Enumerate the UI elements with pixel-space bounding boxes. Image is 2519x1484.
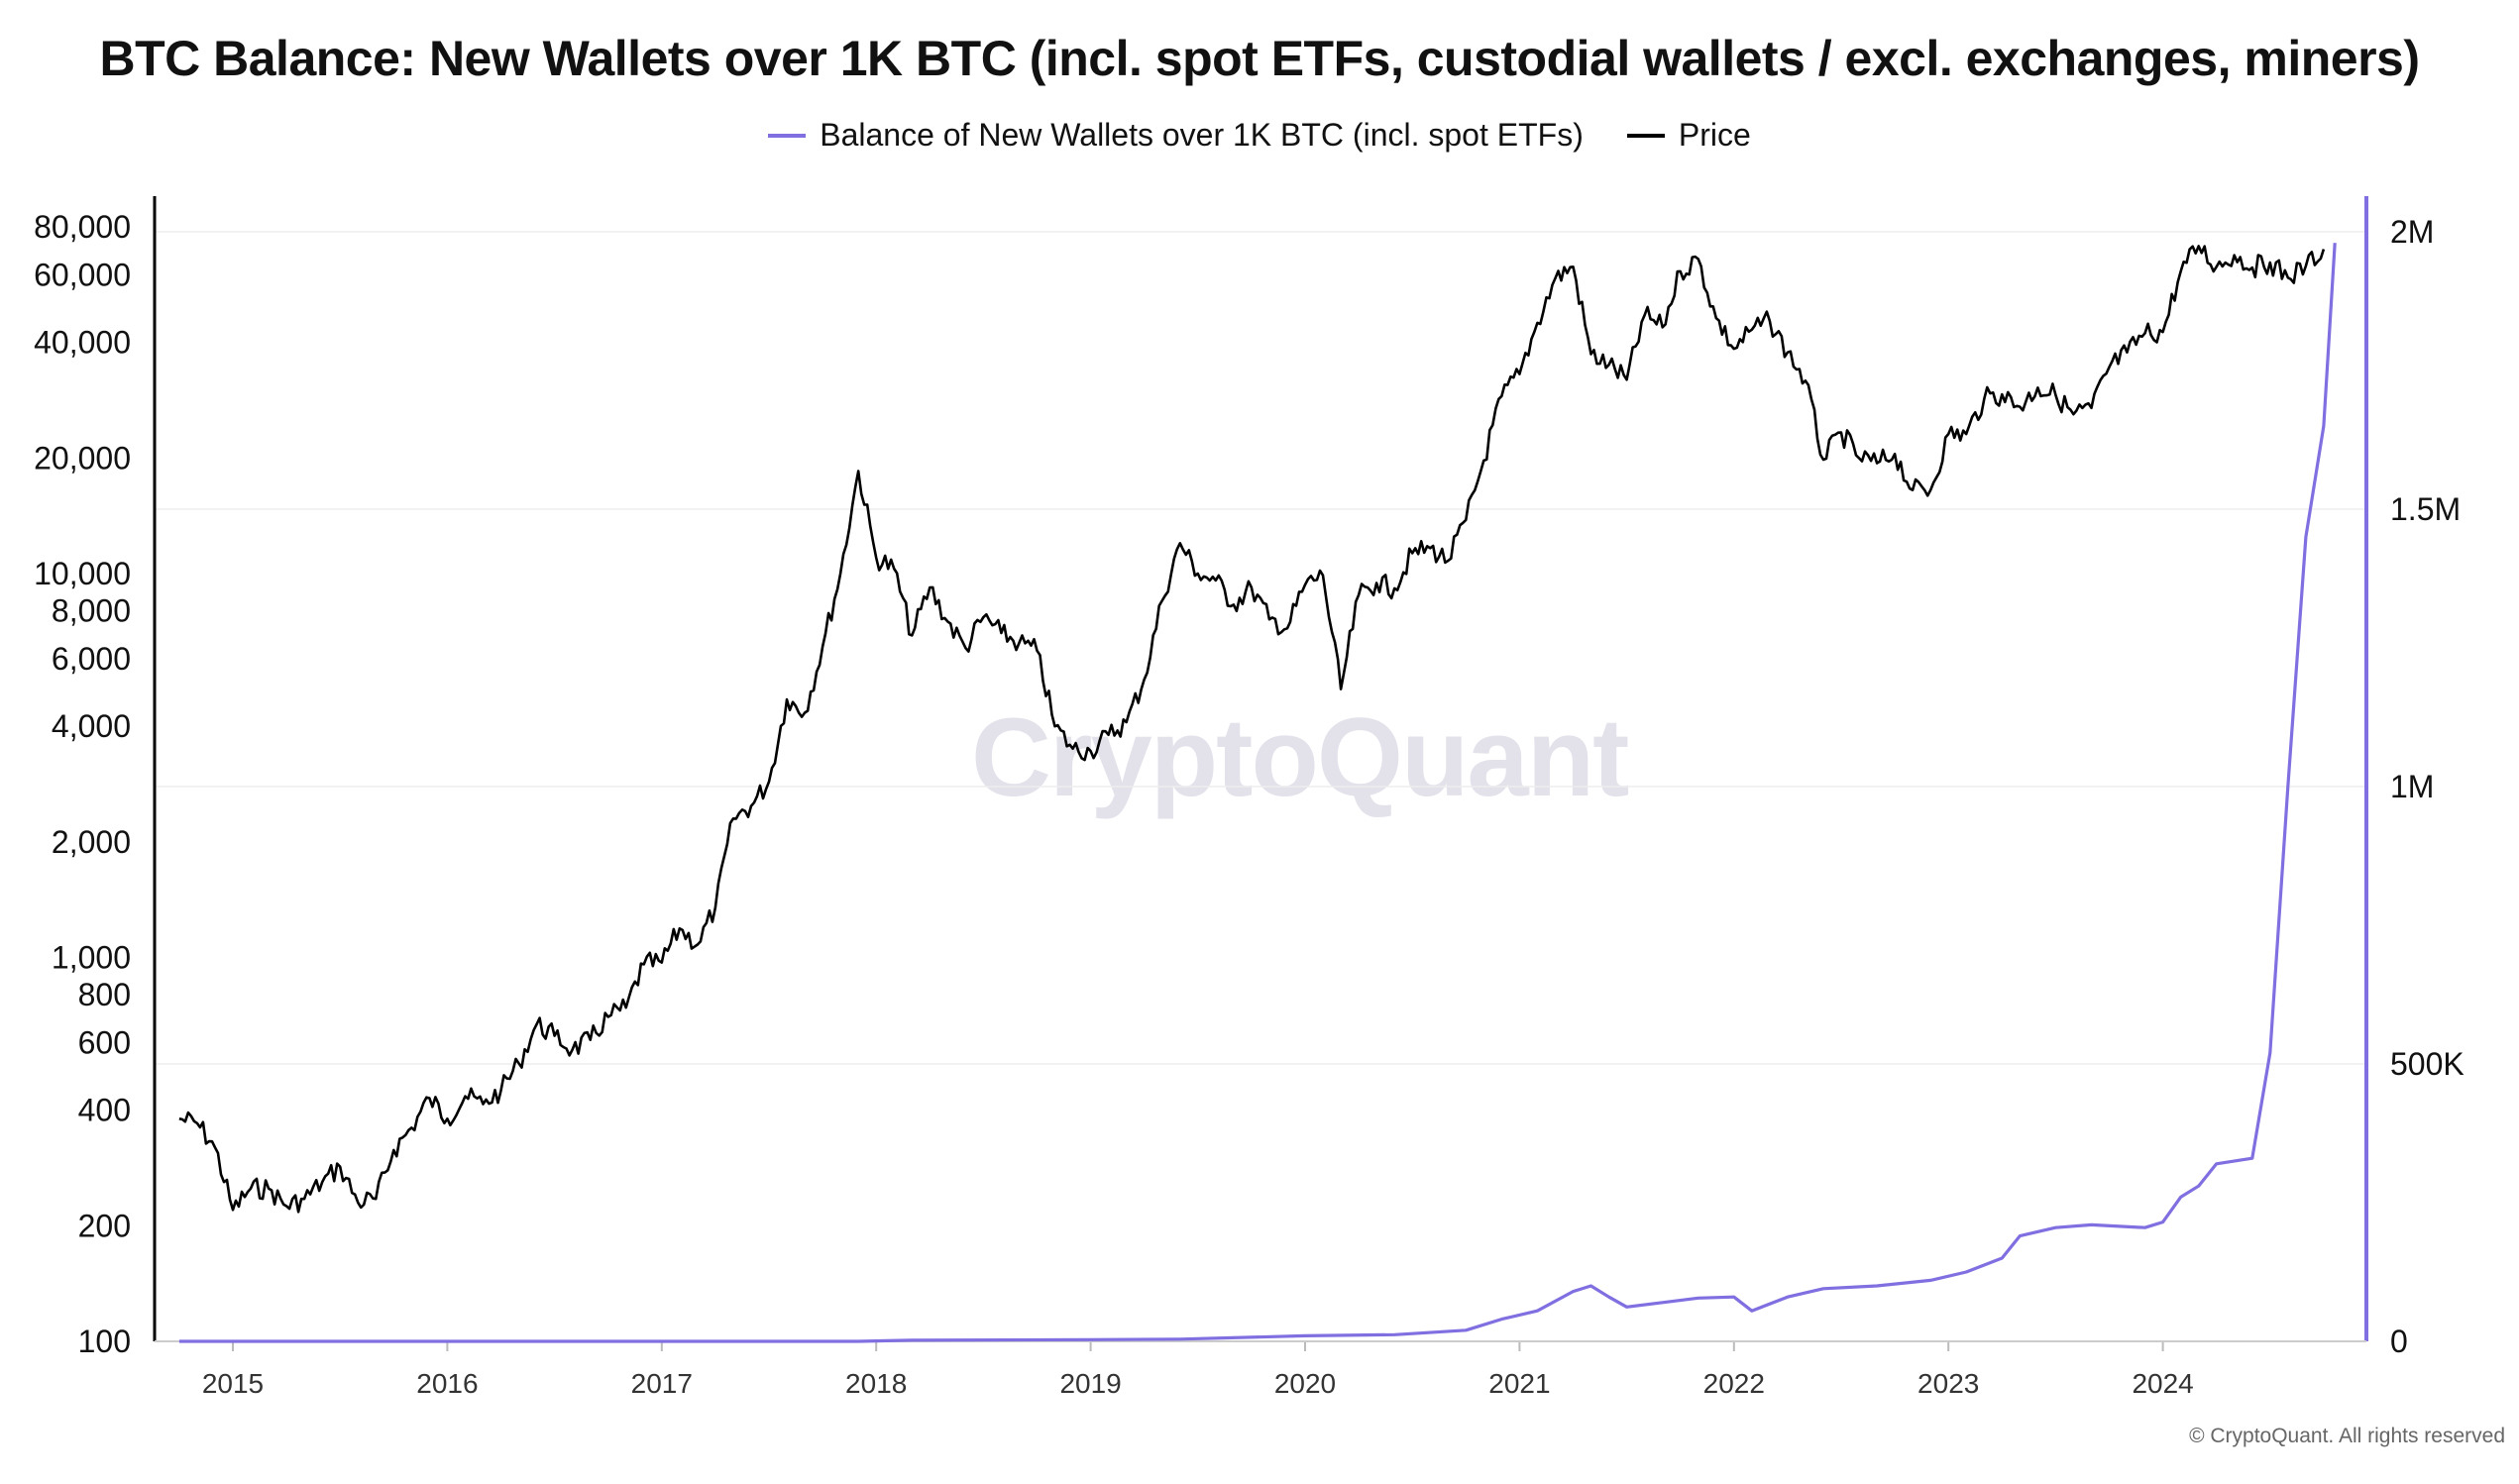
x-axis-tick-label: 2024 xyxy=(2132,1368,2193,1399)
x-axis-tick-label: 2016 xyxy=(416,1368,478,1399)
right-axis-tick-label: 500K xyxy=(2390,1046,2464,1082)
left-axis-tick-label: 2,000 xyxy=(52,824,131,860)
left-axis-tick-label: 20,000 xyxy=(34,440,131,476)
x-axis-tick-label: 2019 xyxy=(1059,1368,1121,1399)
left-axis-tick-label: 60,000 xyxy=(34,257,131,292)
left-axis-tick-label: 4,000 xyxy=(52,708,131,744)
x-axis-tick-label: 2018 xyxy=(845,1368,907,1399)
legend-swatch-balance xyxy=(768,133,807,138)
x-axis-tick-label: 2015 xyxy=(202,1368,264,1399)
legend-swatch-price xyxy=(1626,133,1665,138)
x-axis-tick-label: 2023 xyxy=(1917,1368,1979,1399)
left-axis-tick-label: 1,000 xyxy=(52,940,131,976)
left-axis-tick-label: 100 xyxy=(78,1324,131,1359)
right-axis-tick-label: 1M xyxy=(2390,769,2434,804)
left-axis-tick-label: 10,000 xyxy=(34,556,131,591)
x-axis-tick-label: 2022 xyxy=(1703,1368,1765,1399)
x-axis-tick-label: 2017 xyxy=(631,1368,693,1399)
price-line xyxy=(178,245,2326,1214)
left-axis-tick-label: 40,000 xyxy=(34,325,131,361)
left-axis-tick-label: 800 xyxy=(78,977,131,1012)
legend: Balance of New Wallets over 1K BTC (incl… xyxy=(0,117,2519,154)
left-axis-tick-label: 80,000 xyxy=(34,209,131,245)
legend-item-balance[interactable]: Balance of New Wallets over 1K BTC (incl… xyxy=(768,117,1584,154)
right-axis-tick-label: 2M xyxy=(2390,214,2434,250)
right-axis-tick-label: 1.5M xyxy=(2390,491,2461,527)
legend-label-balance: Balance of New Wallets over 1K BTC (incl… xyxy=(820,117,1584,153)
left-axis-tick-label: 6,000 xyxy=(52,641,131,677)
left-axis-tick-label: 8,000 xyxy=(52,593,131,629)
right-axis-tick-label: 0 xyxy=(2390,1324,2408,1359)
legend-label-price: Price xyxy=(1678,117,1751,153)
left-axis-tick-label: 400 xyxy=(78,1093,131,1128)
left-axis-tick-label: 200 xyxy=(78,1208,131,1243)
balance-line xyxy=(178,243,2337,1343)
x-axis-tick-label: 2020 xyxy=(1274,1368,1336,1399)
copyright-footer: © CryptoQuant. All rights reserved xyxy=(2189,1425,2505,1447)
chart-title: BTC Balance: New Wallets over 1K BTC (in… xyxy=(99,31,2420,86)
x-axis-tick-label: 2021 xyxy=(1488,1368,1550,1399)
legend-item-price[interactable]: Price xyxy=(1626,117,1751,154)
left-axis-tick-label: 600 xyxy=(78,1024,131,1060)
